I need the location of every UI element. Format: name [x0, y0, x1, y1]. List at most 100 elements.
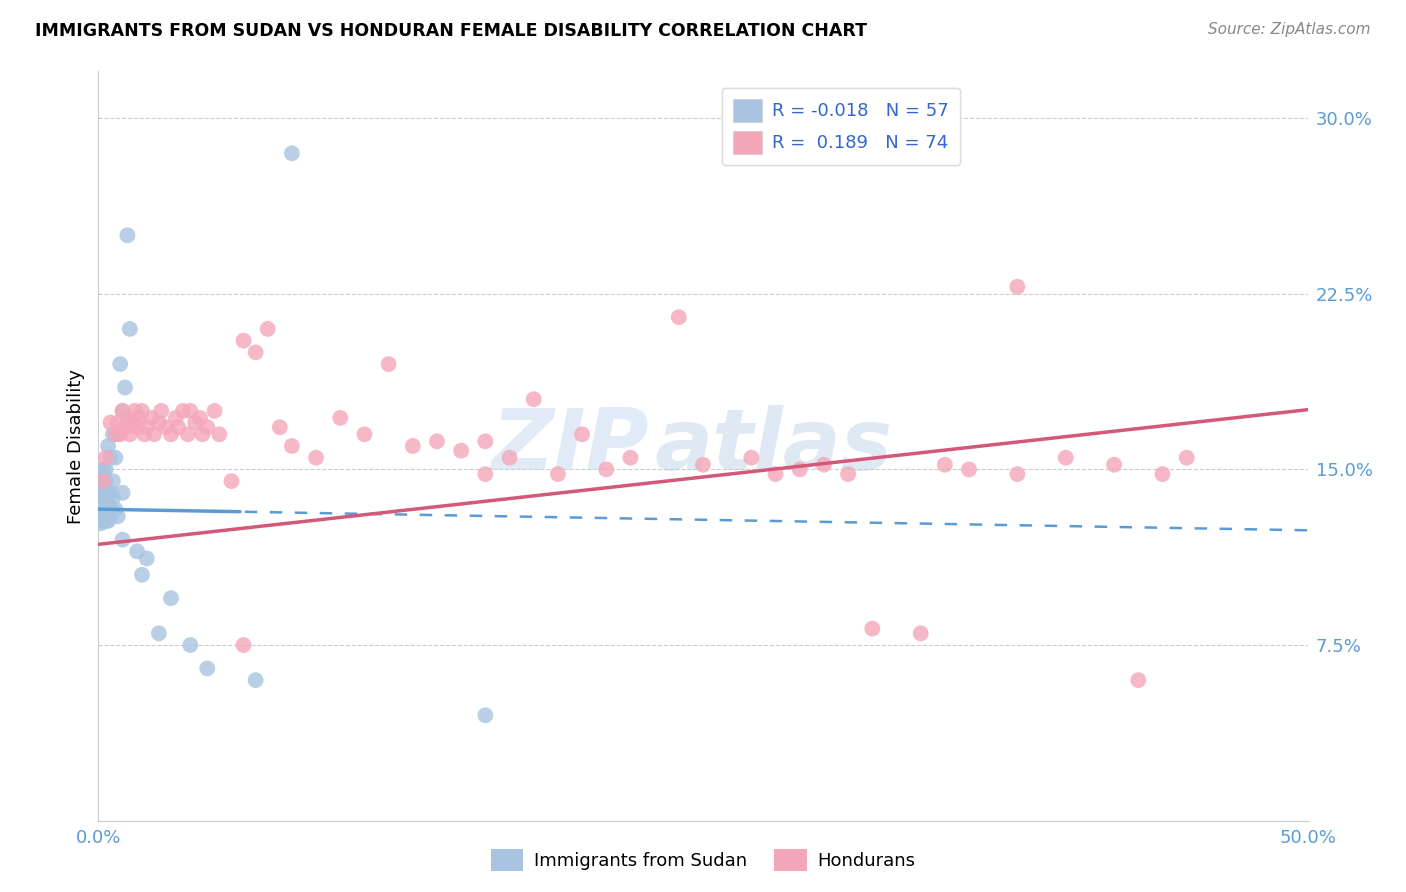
Point [94, 485, 117, 500]
Point [117, 228, 139, 243]
Point [195, 661, 218, 675]
Point [160, 427, 183, 442]
Point [179, 404, 201, 418]
Point [547, 467, 569, 482]
Point [135, 551, 157, 566]
Point [94, 502, 117, 516]
Point [104, 427, 127, 442]
Point [256, 322, 278, 336]
Point [167, 420, 190, 434]
Point [91, 502, 114, 516]
Point [765, 467, 787, 482]
Point [101, 505, 124, 519]
Point [97, 514, 120, 528]
Point [124, 416, 146, 430]
Text: atlas: atlas [655, 404, 893, 488]
Text: ZIP: ZIP [491, 404, 648, 488]
Point [101, 427, 124, 442]
Point [94, 474, 117, 488]
Point [1175, 450, 1198, 465]
Point [191, 427, 214, 442]
Point [97, 439, 120, 453]
Point [131, 404, 153, 418]
Point [135, 420, 157, 434]
Point [104, 502, 127, 516]
Point [91, 474, 114, 488]
Point [90, 485, 112, 500]
Point [232, 638, 254, 652]
Point [108, 357, 131, 371]
Point [813, 458, 835, 472]
Point [571, 427, 593, 442]
Point [90, 495, 112, 509]
Point [426, 434, 449, 449]
Point [94, 514, 117, 528]
Point [90, 509, 112, 524]
Point [172, 404, 194, 418]
Point [740, 450, 762, 465]
Point [165, 411, 187, 425]
Point [619, 450, 641, 465]
Point [100, 509, 122, 524]
Point [1054, 450, 1077, 465]
Point [107, 509, 129, 524]
Point [221, 474, 243, 488]
Point [91, 491, 114, 505]
Point [474, 467, 496, 482]
Point [118, 427, 141, 442]
Point [91, 509, 114, 524]
Point [498, 450, 520, 465]
Point [837, 467, 859, 482]
Point [155, 420, 177, 434]
Point [94, 462, 117, 476]
Point [117, 411, 139, 425]
Point [595, 462, 617, 476]
Point [97, 507, 120, 521]
Point [97, 498, 120, 512]
Point [160, 591, 183, 606]
Point [91, 479, 114, 493]
Point [127, 544, 149, 558]
Point [232, 334, 254, 348]
Point [204, 404, 226, 418]
Point [1007, 280, 1029, 294]
Point [91, 474, 114, 488]
Point [329, 411, 352, 425]
Point [934, 458, 956, 472]
Point [450, 443, 472, 458]
Point [91, 495, 114, 509]
Point [692, 458, 714, 472]
Point [94, 495, 117, 509]
Point [269, 420, 291, 434]
Point [91, 514, 114, 528]
Point [305, 450, 328, 465]
Point [281, 146, 304, 161]
Point [910, 626, 932, 640]
Legend: Immigrants from Sudan, Hondurans: Immigrants from Sudan, Hondurans [484, 842, 922, 879]
Point [104, 450, 127, 465]
Point [184, 416, 207, 430]
Point [131, 567, 153, 582]
Point [177, 427, 200, 442]
Point [90, 516, 112, 531]
Point [1102, 458, 1125, 472]
Point [100, 502, 122, 516]
Point [107, 427, 129, 442]
Point [107, 416, 129, 430]
Point [789, 462, 811, 476]
Point [97, 485, 120, 500]
Text: IMMIGRANTS FROM SUDAN VS HONDURAN FEMALE DISABILITY CORRELATION CHART: IMMIGRANTS FROM SUDAN VS HONDURAN FEMALE… [35, 22, 868, 40]
Point [94, 450, 117, 465]
Legend: R = -0.018   N = 57, R =  0.189   N = 74: R = -0.018 N = 57, R = 0.189 N = 74 [721, 88, 960, 165]
Point [148, 626, 170, 640]
Point [208, 427, 231, 442]
Point [100, 485, 122, 500]
Point [90, 502, 112, 516]
Point [121, 416, 143, 430]
Point [124, 404, 146, 418]
Point [668, 310, 690, 325]
Point [118, 322, 141, 336]
Point [474, 708, 496, 723]
Point [114, 380, 136, 394]
Point [100, 416, 122, 430]
